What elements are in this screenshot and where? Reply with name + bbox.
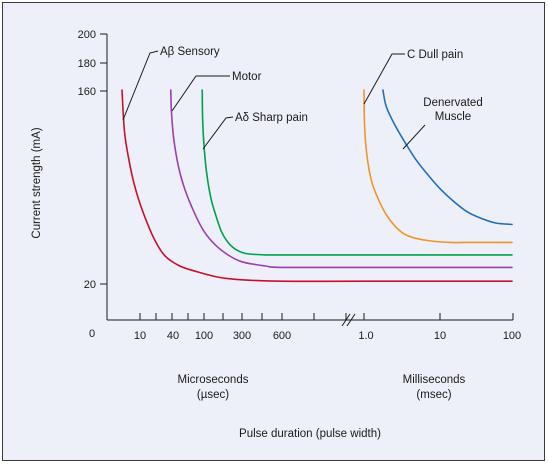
leader-c-dull-pain bbox=[363, 53, 405, 105]
curve-motor bbox=[170, 89, 513, 269]
y-tick-label-20: 20 bbox=[84, 279, 96, 291]
leader-denervated-muscle bbox=[402, 124, 426, 150]
curve-a-sharp-pain bbox=[201, 89, 513, 256]
x-group-milliseconds-unit: (msec) bbox=[416, 389, 451, 401]
x-tick-label-10us: 10 bbox=[134, 330, 146, 342]
x-tick-label-10ms: 10 bbox=[434, 330, 446, 342]
leader-ab-sensory bbox=[122, 50, 159, 121]
leader-motor bbox=[171, 75, 230, 112]
x-axis-label: Pulse duration (pulse width) bbox=[239, 428, 381, 440]
denervated-label-line-2: Muscle bbox=[435, 111, 471, 123]
y-tick-label-180: 180 bbox=[78, 58, 96, 70]
x-tick-label-1ms: 1.0 bbox=[358, 330, 373, 342]
y-axis-label: Current strength (mA) bbox=[31, 127, 43, 238]
y-tick-label-160: 160 bbox=[78, 86, 96, 98]
x-tick-label-100ms: 100 bbox=[503, 330, 521, 342]
curve-denervated-muscle bbox=[382, 89, 513, 226]
x-axis-break-left bbox=[341, 313, 351, 327]
label-leaders bbox=[122, 50, 426, 150]
x-tick-label-300us: 300 bbox=[233, 330, 251, 342]
y-tick-label-200: 200 bbox=[78, 29, 96, 41]
x-tick-label-40us: 40 bbox=[167, 330, 179, 342]
x-group-milliseconds: Milliseconds bbox=[403, 374, 466, 386]
x-group-microseconds: Microseconds bbox=[178, 374, 249, 386]
series-label-motor: Motor bbox=[232, 71, 262, 83]
curve-a-sensory bbox=[121, 89, 513, 283]
x-group-microseconds-unit: (µsec) bbox=[197, 389, 229, 401]
x-tick-label-100us: 100 bbox=[195, 330, 213, 342]
chart-texts: Current strength (mA) 200 180 160 20 0 1… bbox=[31, 29, 521, 440]
series-label-denervated-muscle: Denervated Muscle bbox=[423, 97, 482, 123]
series-label-ad-sharp-pain: Aδ Sharp pain bbox=[235, 112, 308, 124]
series-label-c-dull-pain: C Dull pain bbox=[407, 49, 463, 61]
series-label-ab-sensory: Aβ Sensory bbox=[160, 46, 220, 58]
y-tick-label-0: 0 bbox=[89, 328, 95, 340]
x-axis-break-right bbox=[346, 313, 356, 327]
curves bbox=[121, 89, 513, 283]
axes bbox=[100, 33, 514, 327]
leader-ad-sharp-pain bbox=[202, 116, 234, 150]
curve-c-dull-pain bbox=[363, 89, 513, 244]
x-tick-label-600us: 600 bbox=[273, 330, 291, 342]
denervated-label-line-1: Denervated bbox=[423, 97, 482, 109]
